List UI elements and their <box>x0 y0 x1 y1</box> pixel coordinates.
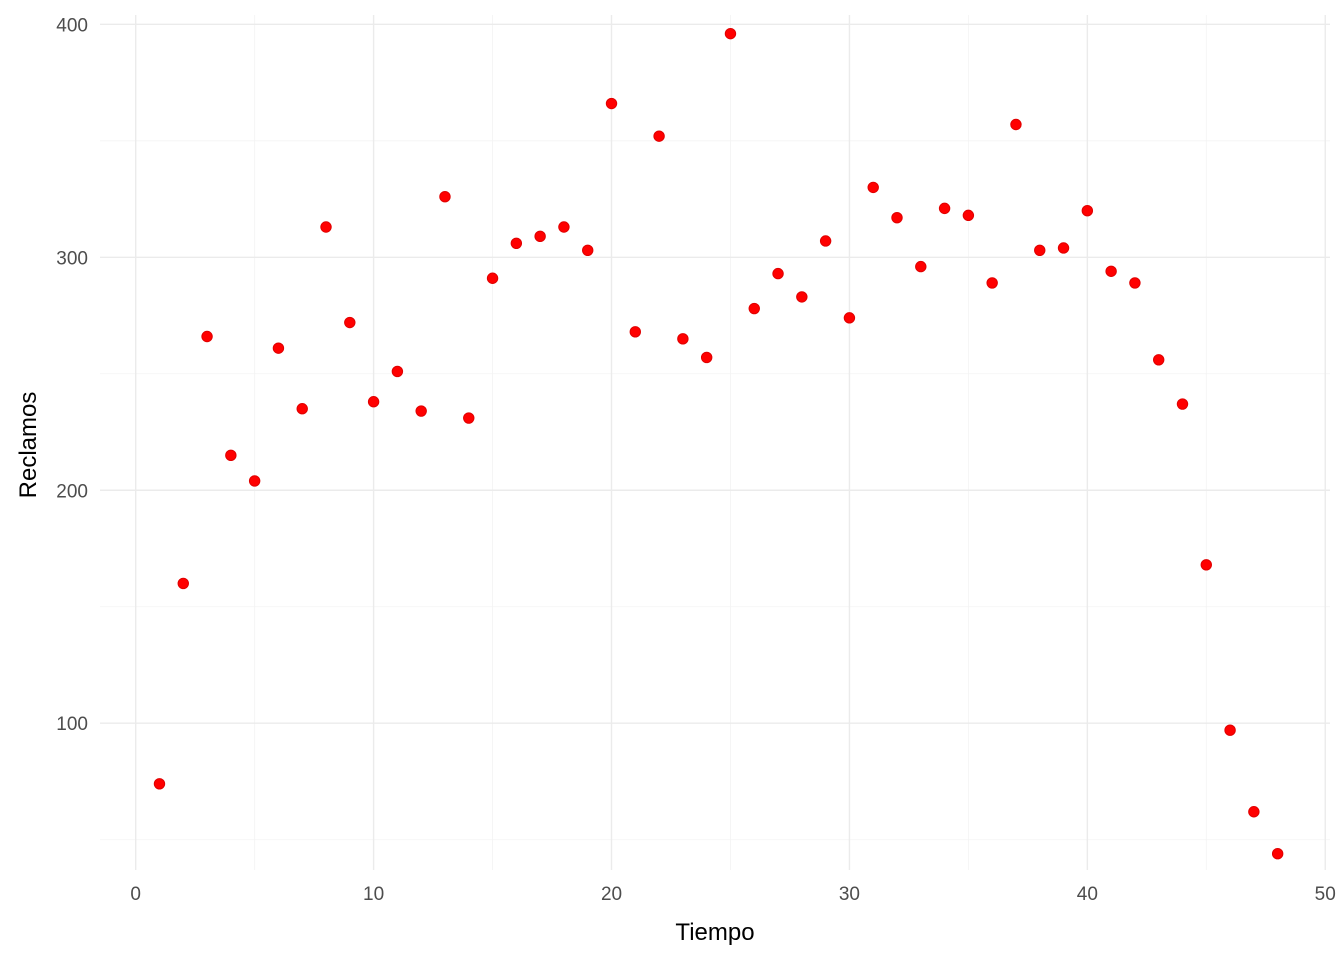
data-point <box>486 272 499 284</box>
data-point <box>1224 724 1236 736</box>
y-tick-label: 200 <box>56 481 88 502</box>
data-point <box>915 260 927 273</box>
plot-panel <box>100 15 1330 870</box>
data-point <box>653 130 665 142</box>
data-point <box>1105 265 1117 277</box>
x-tick-label: 50 <box>1315 884 1336 905</box>
data-point <box>867 181 879 194</box>
data-point <box>1176 398 1189 410</box>
data-point <box>796 291 808 303</box>
data-point <box>391 365 404 378</box>
data-point <box>677 333 689 345</box>
data-point <box>344 316 356 329</box>
data-point <box>248 475 261 487</box>
grid-minor-lines <box>100 15 1330 870</box>
data-point <box>962 209 975 222</box>
data-point <box>439 191 451 203</box>
data-point <box>605 97 618 110</box>
data-point <box>629 326 641 338</box>
x-tick-label: 20 <box>601 884 622 905</box>
data-point <box>510 237 523 250</box>
data-point <box>772 267 784 280</box>
x-tick-label: 10 <box>363 884 384 905</box>
x-tick-label: 0 <box>130 884 141 905</box>
data-point <box>201 330 213 343</box>
data-point <box>938 202 951 215</box>
data-point <box>367 396 380 408</box>
data-point <box>724 27 737 40</box>
data-point <box>1248 806 1260 818</box>
grid-major-lines <box>100 15 1330 870</box>
data-point <box>819 235 832 247</box>
y-axis-title: Reclamos <box>15 392 42 499</box>
data-point <box>748 302 760 315</box>
data-point <box>558 221 570 233</box>
data-point <box>1010 118 1022 131</box>
data-point <box>1034 244 1046 256</box>
data-point <box>177 577 189 590</box>
data-point <box>843 312 856 324</box>
y-tick-label: 300 <box>56 248 88 269</box>
x-tick-label: 30 <box>839 884 860 905</box>
y-tick-label: 100 <box>56 714 88 735</box>
x-axis-tick-labels: 0 10 20 30 40 50 <box>130 884 1335 905</box>
data-point <box>415 405 427 417</box>
x-tick-label: 40 <box>1077 884 1098 905</box>
data-point <box>225 449 237 462</box>
data-point <box>463 412 475 424</box>
data-points <box>153 27 1284 860</box>
y-tick-label: 400 <box>56 15 88 36</box>
data-point <box>1129 277 1141 289</box>
data-point <box>1153 354 1165 366</box>
data-point <box>891 211 903 224</box>
data-point <box>534 230 546 243</box>
data-point <box>1081 204 1094 217</box>
data-point <box>582 244 594 256</box>
data-point <box>153 778 166 790</box>
data-point <box>1057 242 1070 254</box>
data-point <box>272 342 285 354</box>
data-point <box>700 351 713 364</box>
data-point <box>296 403 308 415</box>
data-point <box>1200 559 1212 571</box>
data-point <box>986 277 998 289</box>
y-axis-tick-labels: 100 200 300 400 <box>56 15 88 735</box>
x-axis-title: Tiempo <box>675 919 754 946</box>
data-point <box>320 221 332 233</box>
data-point <box>1271 847 1284 860</box>
